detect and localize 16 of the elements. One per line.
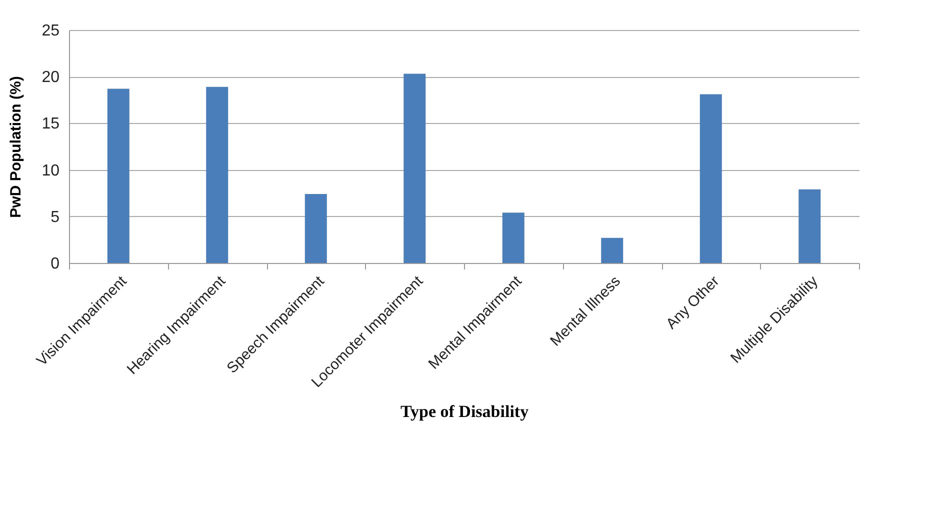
y-tick-label: 0 xyxy=(50,256,60,272)
bar xyxy=(798,189,821,263)
bar xyxy=(404,74,426,263)
bar xyxy=(502,212,524,263)
bar xyxy=(601,238,624,263)
y-tick-label: 25 xyxy=(42,22,60,40)
y-axis-title: PwD Population (%) xyxy=(8,76,25,218)
bar xyxy=(107,88,130,263)
x-axis-title: Type of Disability xyxy=(400,402,530,422)
bar xyxy=(700,94,722,263)
y-tick-label: 10 xyxy=(42,162,60,180)
y-tick-label: 5 xyxy=(50,208,60,226)
y-tick-label: 20 xyxy=(42,69,60,86)
bar xyxy=(206,86,228,263)
y-tick-label: 15 xyxy=(42,116,60,133)
bar xyxy=(304,194,327,263)
